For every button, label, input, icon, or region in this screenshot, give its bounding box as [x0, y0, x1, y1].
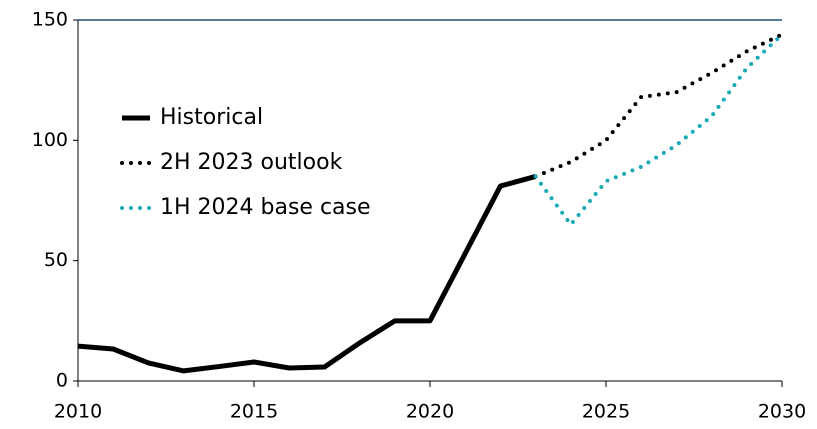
x-tick-label: 2030 [758, 401, 806, 423]
x-tick-label: 2015 [230, 401, 278, 423]
series-line [533, 32, 784, 228]
legend-label: 1H 2024 base case [160, 195, 371, 220]
y-tick-label: 150 [32, 9, 68, 31]
x-tick-label: 2020 [406, 401, 454, 423]
y-tick-label: 0 [56, 370, 68, 392]
y-tick-label: 50 [44, 249, 68, 271]
legend-label: Historical [160, 105, 263, 130]
legend-label: 2H 2023 outlook [160, 150, 343, 175]
series-line [533, 32, 784, 179]
y-tick-label: 100 [32, 129, 68, 151]
series-line [77, 174, 537, 374]
x-tick-label: 2010 [54, 401, 102, 423]
x-tick-label: 2025 [582, 401, 630, 423]
